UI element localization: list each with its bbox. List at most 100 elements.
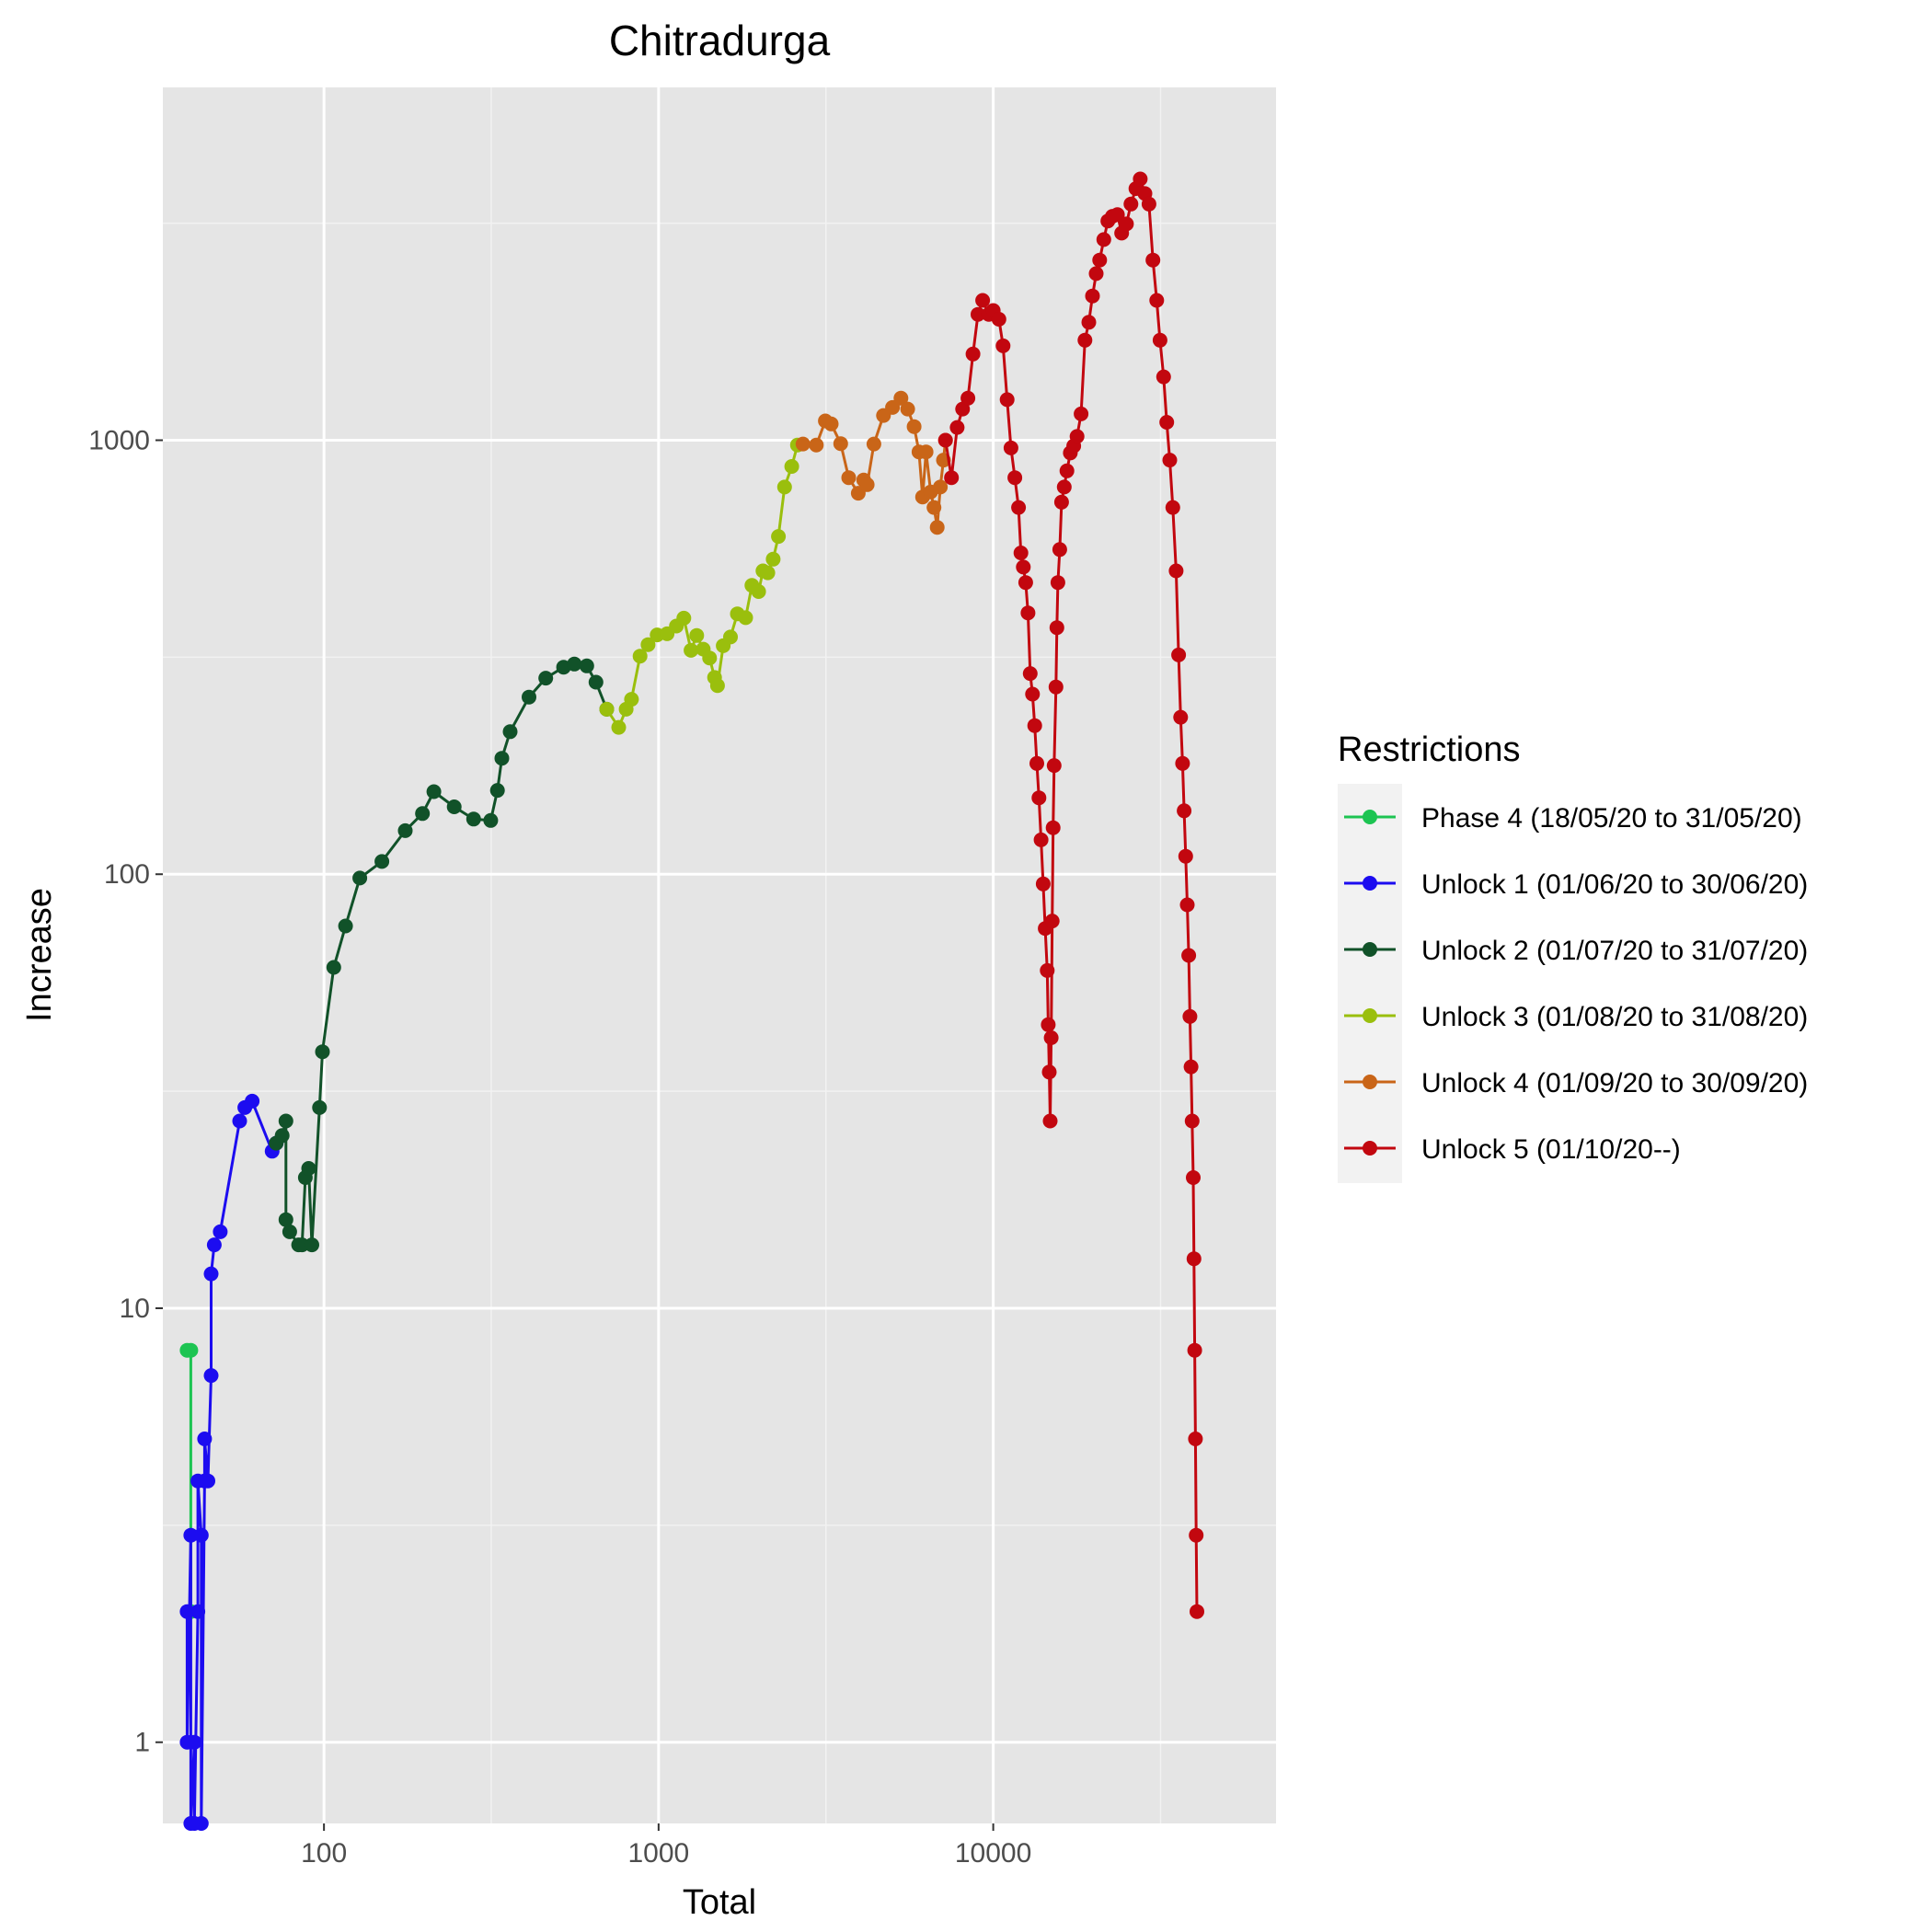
data-point (929, 520, 945, 535)
legend-label: Unlock 4 (01/09/20 to 30/09/20) (1421, 1068, 1808, 1098)
data-point (709, 678, 725, 694)
data-point (1081, 315, 1097, 330)
data-point (502, 724, 518, 740)
data-point (1177, 803, 1192, 819)
data-point (1059, 463, 1075, 478)
data-point (1149, 293, 1165, 308)
data-point (1027, 718, 1042, 733)
legend-items: Phase 4 (18/05/20 to 31/05/20) Unlock 1 (… (1344, 803, 1808, 1165)
data-point (201, 1473, 215, 1489)
data-point (203, 1266, 219, 1282)
data-point (841, 470, 857, 486)
data-point (765, 551, 781, 567)
data-point (278, 1212, 293, 1227)
data-point (179, 1604, 195, 1619)
legend-key-point (1363, 1075, 1377, 1089)
legend-label: Unlock 3 (01/08/20 to 31/08/20) (1421, 1002, 1808, 1032)
data-point (282, 1224, 297, 1239)
data-point (1040, 962, 1055, 978)
data-point (723, 629, 738, 645)
data-point (1031, 790, 1047, 806)
data-point (893, 390, 909, 406)
data-point (1029, 755, 1044, 771)
data-point (823, 416, 839, 431)
data-point (197, 1432, 213, 1446)
data-point (866, 436, 881, 452)
data-point (760, 565, 776, 581)
data-point (1179, 897, 1195, 913)
data-point (1041, 1064, 1057, 1080)
data-point (1133, 171, 1148, 187)
series-layer (179, 171, 1204, 1831)
data-point (640, 637, 656, 652)
data-point (183, 1342, 199, 1358)
data-point (859, 477, 875, 492)
legend-key-point (1363, 942, 1377, 957)
series-3 (269, 656, 615, 1253)
data-point (1181, 948, 1197, 963)
data-point (1162, 453, 1178, 468)
data-point (567, 656, 582, 672)
y-tick-label: 1000 (88, 425, 150, 455)
data-point (1110, 207, 1125, 223)
data-point (1074, 406, 1089, 421)
legend-label: Unlock 5 (01/10/20--) (1421, 1134, 1681, 1165)
data-point (1182, 1008, 1198, 1024)
data-point (624, 692, 639, 707)
data-point (187, 1734, 202, 1750)
data-point (183, 1527, 199, 1543)
data-point (933, 479, 949, 495)
data-point (466, 811, 481, 827)
data-point (489, 783, 505, 799)
data-point (809, 437, 824, 453)
data-point (1187, 1342, 1202, 1358)
legend: Restrictions Phase 4 (18/05/20 to 31/05/… (1338, 730, 1808, 1183)
data-point (1156, 369, 1171, 385)
data-point (1056, 479, 1072, 495)
data-point (338, 918, 353, 934)
data-point (1145, 252, 1161, 268)
data-point (1003, 440, 1018, 455)
data-point (326, 960, 341, 975)
legend-label: Unlock 2 (01/07/20 to 31/07/20) (1421, 936, 1808, 966)
data-point (1046, 758, 1062, 774)
data-point (1088, 266, 1104, 282)
data-point (1186, 1251, 1202, 1267)
legend-title: Restrictions (1338, 730, 1521, 769)
data-point (833, 436, 848, 452)
x-axis-title: Total (683, 1883, 756, 1922)
data-point (771, 529, 787, 545)
y-axis-title: Increase (20, 888, 59, 1022)
data-point (245, 1093, 260, 1109)
data-point (1048, 679, 1064, 695)
data-point (274, 1128, 290, 1144)
x-tick-label: 1000 (627, 1838, 689, 1869)
data-point (1069, 429, 1085, 444)
x-axis-ticks: 100 1000 10000 (301, 1823, 1031, 1869)
data-point (738, 610, 753, 626)
data-point (1045, 820, 1061, 835)
data-point (203, 1368, 219, 1384)
data-point (795, 436, 811, 452)
data-point (1035, 876, 1051, 891)
data-point (751, 584, 766, 599)
data-point (1165, 500, 1180, 515)
data-point (522, 689, 536, 705)
data-point (1168, 563, 1184, 579)
y-tick-label: 100 (104, 859, 150, 890)
y-tick-label: 10 (120, 1294, 150, 1324)
data-point (1184, 1113, 1200, 1129)
data-point (975, 293, 991, 308)
data-point (1052, 542, 1067, 558)
data-point (397, 822, 413, 838)
data-point (784, 459, 799, 474)
legend-key-background (1338, 784, 1402, 1183)
series-5 (795, 390, 953, 535)
data-point (689, 627, 705, 643)
data-point (599, 701, 615, 717)
data-point (374, 854, 390, 869)
data-point (676, 610, 692, 626)
legend-label: Unlock 1 (01/06/20 to 30/06/20) (1421, 869, 1808, 900)
data-point (955, 401, 971, 417)
data-point (900, 401, 915, 417)
